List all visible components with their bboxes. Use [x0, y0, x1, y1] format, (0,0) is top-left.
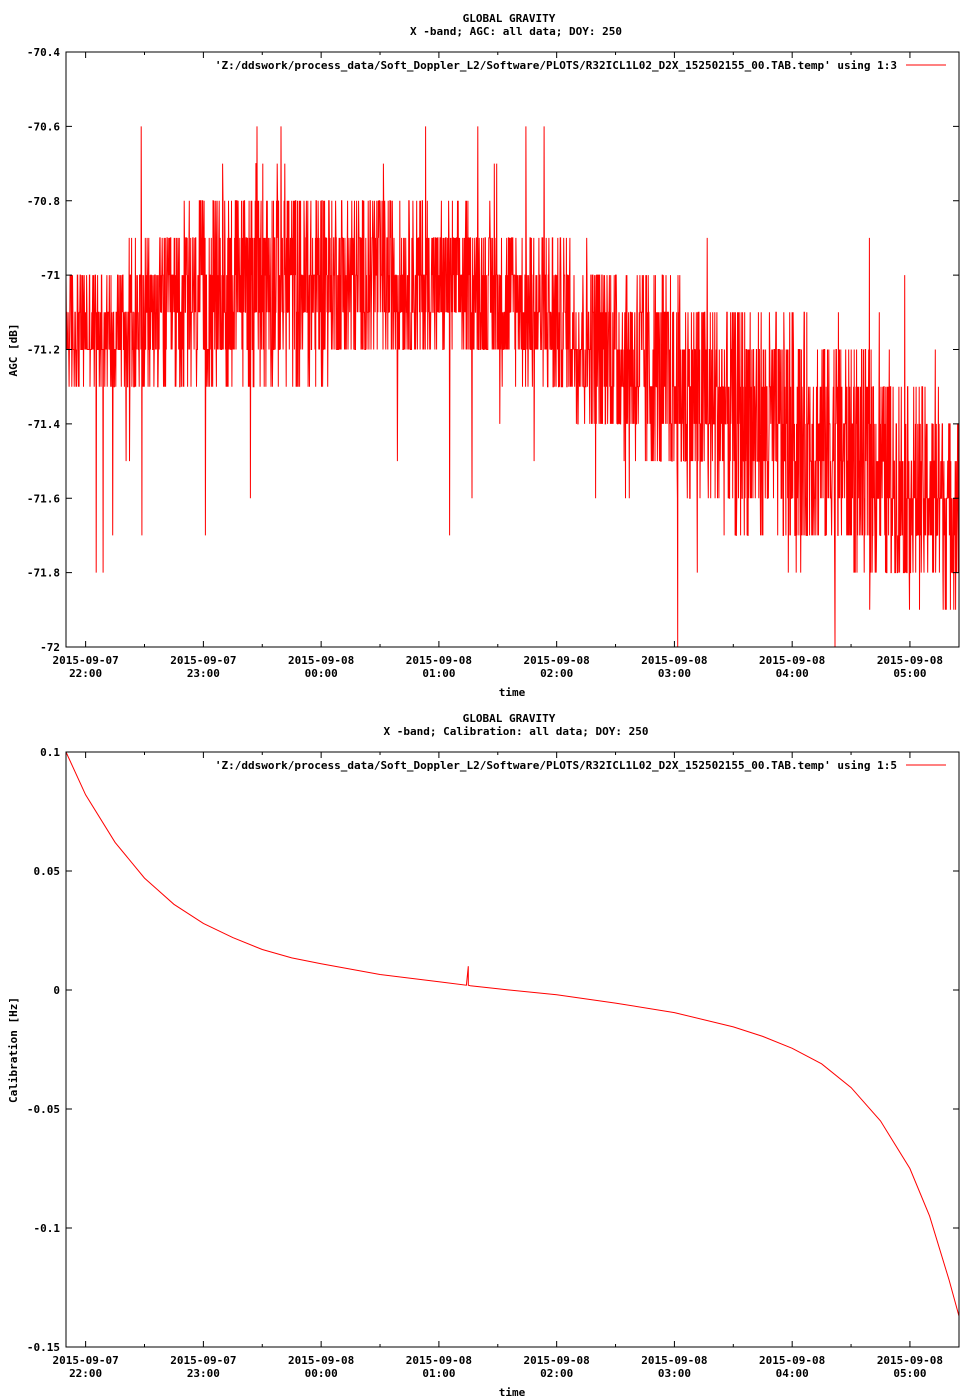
chart-subtitle: X -band; AGC: all data; DOY: 250 — [410, 25, 622, 38]
x-axis-label: time — [499, 1386, 526, 1399]
series-line — [65, 126, 960, 648]
chart-title: GLOBAL GRAVITY — [463, 712, 556, 725]
y-tick-label: -71.4 — [27, 418, 60, 431]
x-tick-label-date: 2015-09-07 — [170, 1354, 236, 1367]
y-tick-label: -71.6 — [27, 492, 60, 505]
x-tick-label-date: 2015-09-08 — [288, 654, 354, 667]
chart-title: GLOBAL GRAVITY — [463, 12, 556, 25]
y-tick-label: -71.2 — [27, 344, 60, 357]
y-tick-label: -70.4 — [27, 46, 60, 59]
x-tick-label-time: 04:00 — [776, 667, 809, 680]
x-tick-label-time: 02:00 — [540, 667, 573, 680]
x-tick-label-time: 00:00 — [305, 1367, 338, 1380]
x-tick-label-date: 2015-09-08 — [524, 654, 590, 667]
x-tick-label-time: 04:00 — [776, 1367, 809, 1380]
plot-area — [65, 751, 960, 1317]
x-tick-label-time: 03:00 — [658, 667, 691, 680]
series-line — [65, 751, 960, 1317]
y-tick-label: 0.05 — [34, 865, 61, 878]
x-axis-label: time — [499, 686, 526, 699]
y-tick-label: -71 — [40, 269, 60, 282]
y-tick-label: -71.8 — [27, 567, 60, 580]
y-tick-label: -70.8 — [27, 195, 60, 208]
y-tick-label: -70.6 — [27, 120, 60, 133]
x-tick-label-time: 01:00 — [422, 1367, 455, 1380]
x-tick-label-date: 2015-09-08 — [288, 1354, 354, 1367]
x-tick-label-time: 03:00 — [658, 1367, 691, 1380]
agc-panel: GLOBAL GRAVITY X -band; AGC: all data; D… — [7, 12, 960, 699]
legend-label: 'Z:/ddswork/process_data/Soft_Doppler_L2… — [215, 59, 897, 72]
y-tick-label: -0.05 — [27, 1103, 60, 1116]
x-tick-label-time: 05:00 — [893, 1367, 926, 1380]
calibration-panel: GLOBAL GRAVITY X -band; Calibration: all… — [7, 712, 960, 1399]
chart-subtitle: X -band; Calibration: all data; DOY: 250 — [384, 725, 649, 738]
x-tick-label-date: 2015-09-07 — [170, 654, 236, 667]
x-tick-label-time: 01:00 — [422, 667, 455, 680]
x-tick-label-date: 2015-09-08 — [406, 654, 472, 667]
x-tick-label-time: 22:00 — [69, 1367, 102, 1380]
x-tick-label-time: 00:00 — [305, 667, 338, 680]
plot-area — [65, 126, 960, 648]
y-axis-label: Calibration [Hz] — [7, 997, 20, 1103]
x-tick-label-date: 2015-09-08 — [524, 1354, 590, 1367]
x-tick-label-time: 05:00 — [893, 667, 926, 680]
y-tick-label: -72 — [40, 641, 60, 654]
y-tick-label: 0.1 — [40, 746, 60, 759]
y-tick-label: -0.15 — [27, 1341, 60, 1354]
x-tick-label-date: 2015-09-08 — [759, 654, 825, 667]
x-tick-label-date: 2015-09-07 — [53, 654, 119, 667]
x-tick-label-date: 2015-09-08 — [641, 1354, 707, 1367]
legend-label: 'Z:/ddswork/process_data/Soft_Doppler_L2… — [215, 759, 897, 772]
x-tick-label-time: 02:00 — [540, 1367, 573, 1380]
x-tick-label-time: 23:00 — [187, 667, 220, 680]
y-tick-label: -0.1 — [34, 1222, 61, 1235]
x-tick-label-time: 22:00 — [69, 667, 102, 680]
x-tick-label-date: 2015-09-08 — [877, 1354, 943, 1367]
x-tick-label-date: 2015-09-07 — [53, 1354, 119, 1367]
plot-frame — [65, 751, 960, 1348]
x-tick-label-date: 2015-09-08 — [641, 654, 707, 667]
x-tick-label-date: 2015-09-08 — [877, 654, 943, 667]
x-tick-label-date: 2015-09-08 — [406, 1354, 472, 1367]
x-tick-label-time: 23:00 — [187, 1367, 220, 1380]
y-axis-label: AGC [dB] — [7, 324, 20, 377]
x-tick-label-date: 2015-09-08 — [759, 1354, 825, 1367]
y-tick-label: 0 — [53, 984, 60, 997]
